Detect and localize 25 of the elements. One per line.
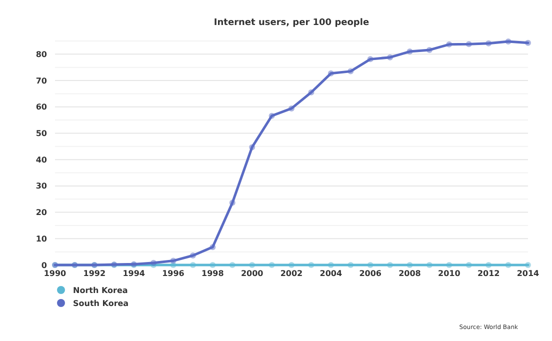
y-tick-label: 70 [36,76,48,86]
x-tick-label: 2010 [438,269,461,278]
x-tick-label: 1992 [83,269,106,278]
x-tick-label: 1990 [44,269,67,278]
x-tick-label: 2012 [477,269,500,278]
y-tick-label: 60 [36,102,48,112]
y-tick-label: 50 [36,129,48,138]
legend-label: North Korea [73,286,128,295]
x-tick-label: 2002 [280,269,303,278]
x-tick-label: 2000 [240,269,264,278]
x-tick-label: 1996 [162,269,185,278]
legend-label: South Korea [73,298,129,308]
y-tick-label: 40 [36,155,48,164]
y-tick-label: 20 [36,208,48,218]
chart-title: Internet users, per 100 people [214,18,370,28]
y-tick-label: 30 [36,182,48,191]
y-tick-label: 10 [36,234,48,244]
x-tick-label: 2008 [398,269,422,278]
x-tick-label: 1998 [202,269,224,278]
y-tick-label: 0 [41,260,48,270]
y-tick-label: 80 [36,50,48,59]
x-tick-label: 2004 [320,269,342,278]
x-tick-label: 2014 [516,269,540,278]
x-tick-label: 1994 [122,269,146,278]
x-tick-label: 2006 [359,269,382,278]
